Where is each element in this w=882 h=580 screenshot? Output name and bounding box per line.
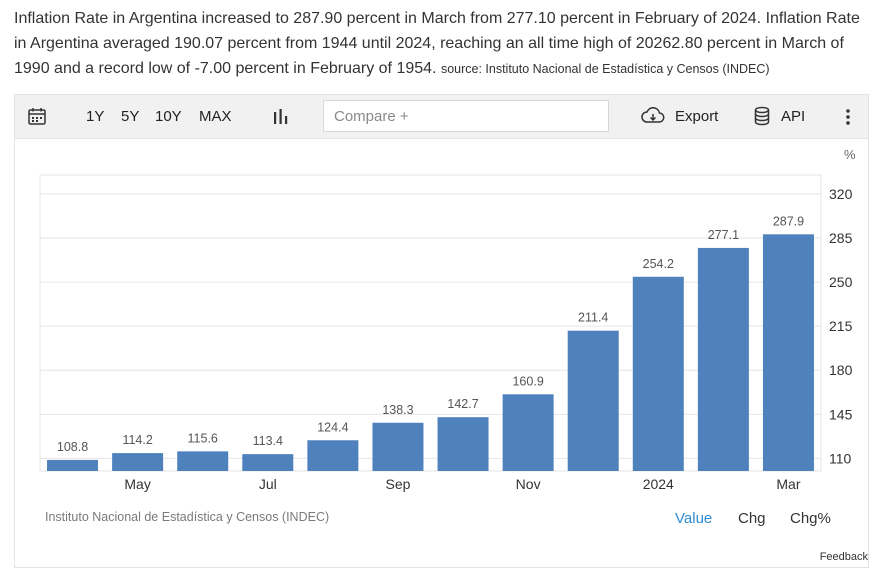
cloud-download-icon[interactable] xyxy=(641,106,665,130)
chart-toolbar: 1Y 5Y 10Y MAX Export xyxy=(15,95,868,139)
bar-value-label: 254.2 xyxy=(643,257,674,271)
chg-percent-toggle[interactable]: Chg% xyxy=(790,510,831,527)
y-tick-label: 285 xyxy=(829,230,853,246)
bar-jun-2023 xyxy=(177,451,229,471)
bar-value-label: 277.1 xyxy=(708,228,739,242)
calendar-icon[interactable] xyxy=(28,107,46,130)
bar-value-label: 142.7 xyxy=(447,397,478,411)
bar-value-label: 287.9 xyxy=(773,214,804,228)
bar-value-label: 124.4 xyxy=(317,420,348,434)
bar-nov-2023 xyxy=(502,394,554,471)
x-tick-label: 2024 xyxy=(643,476,674,492)
bar-feb-2024 xyxy=(697,247,749,471)
export-button[interactable]: Export xyxy=(675,108,719,125)
bar-may-2023 xyxy=(112,453,164,471)
more-vertical-icon[interactable] xyxy=(846,109,850,130)
range-5y-button[interactable]: 5Y xyxy=(121,108,140,125)
y-tick-label: 215 xyxy=(829,318,853,334)
bar-jul-2023 xyxy=(242,454,294,471)
y-tick-label: 320 xyxy=(829,186,853,202)
bar-aug-2023 xyxy=(307,440,359,471)
summary-paragraph: Inflation Rate in Argentina increased to… xyxy=(14,6,874,82)
bar-value-label: 138.3 xyxy=(382,403,413,417)
bar-jan-2024 xyxy=(632,276,684,471)
chart-panel: 1Y 5Y 10Y MAX Export xyxy=(14,94,869,568)
y-tick-label: 145 xyxy=(829,406,853,422)
bar-value-label: 108.8 xyxy=(57,440,88,454)
y-axis-unit: % xyxy=(844,147,856,162)
feedback-link[interactable]: Feedback xyxy=(819,551,868,563)
value-toggle[interactable]: Value xyxy=(675,510,713,527)
range-1y-button[interactable]: 1Y xyxy=(86,108,105,125)
bar-chart-icon[interactable] xyxy=(273,108,289,130)
x-tick-label: Jul xyxy=(259,476,277,492)
x-tick-label: Sep xyxy=(385,476,410,492)
bar-value-label: 115.6 xyxy=(188,431,218,445)
range-10y-button[interactable]: 10Y xyxy=(155,108,182,125)
bar-oct-2023 xyxy=(437,417,489,471)
bar-value-label: 160.9 xyxy=(512,374,543,388)
range-max-button[interactable]: MAX xyxy=(199,108,232,125)
bar-value-label: 211.4 xyxy=(578,311,608,325)
bar-dec-2023 xyxy=(567,330,619,471)
bar-sep-2023 xyxy=(372,422,424,471)
bar-value-label: 113.4 xyxy=(253,434,283,448)
chart-source-label: Instituto Nacional de Estadística y Cens… xyxy=(45,510,330,524)
database-icon[interactable] xyxy=(754,106,770,131)
bar-apr-2023 xyxy=(47,459,99,471)
x-tick-label: May xyxy=(124,476,150,492)
x-tick-label: Mar xyxy=(776,476,800,492)
compare-input[interactable] xyxy=(323,100,609,132)
summary-text: Inflation Rate in Argentina increased to… xyxy=(14,10,860,77)
chg-toggle[interactable]: Chg xyxy=(738,510,766,527)
bar-value-label: 114.2 xyxy=(122,433,152,447)
y-tick-label: 250 xyxy=(829,274,853,290)
y-tick-label: 110 xyxy=(829,450,852,466)
inflation-bar-chart: 110 145 180 215 250 285 320% 108.8 114.2 115.6 113… xyxy=(39,147,856,492)
api-button[interactable]: API xyxy=(781,108,806,125)
plot-area xyxy=(39,174,822,472)
x-tick-label: Nov xyxy=(516,476,541,492)
bar-mar-2024 xyxy=(762,234,814,471)
y-tick-label: 180 xyxy=(829,362,853,378)
summary-source[interactable]: source: Instituto Nacional de Estadístic… xyxy=(440,62,770,76)
